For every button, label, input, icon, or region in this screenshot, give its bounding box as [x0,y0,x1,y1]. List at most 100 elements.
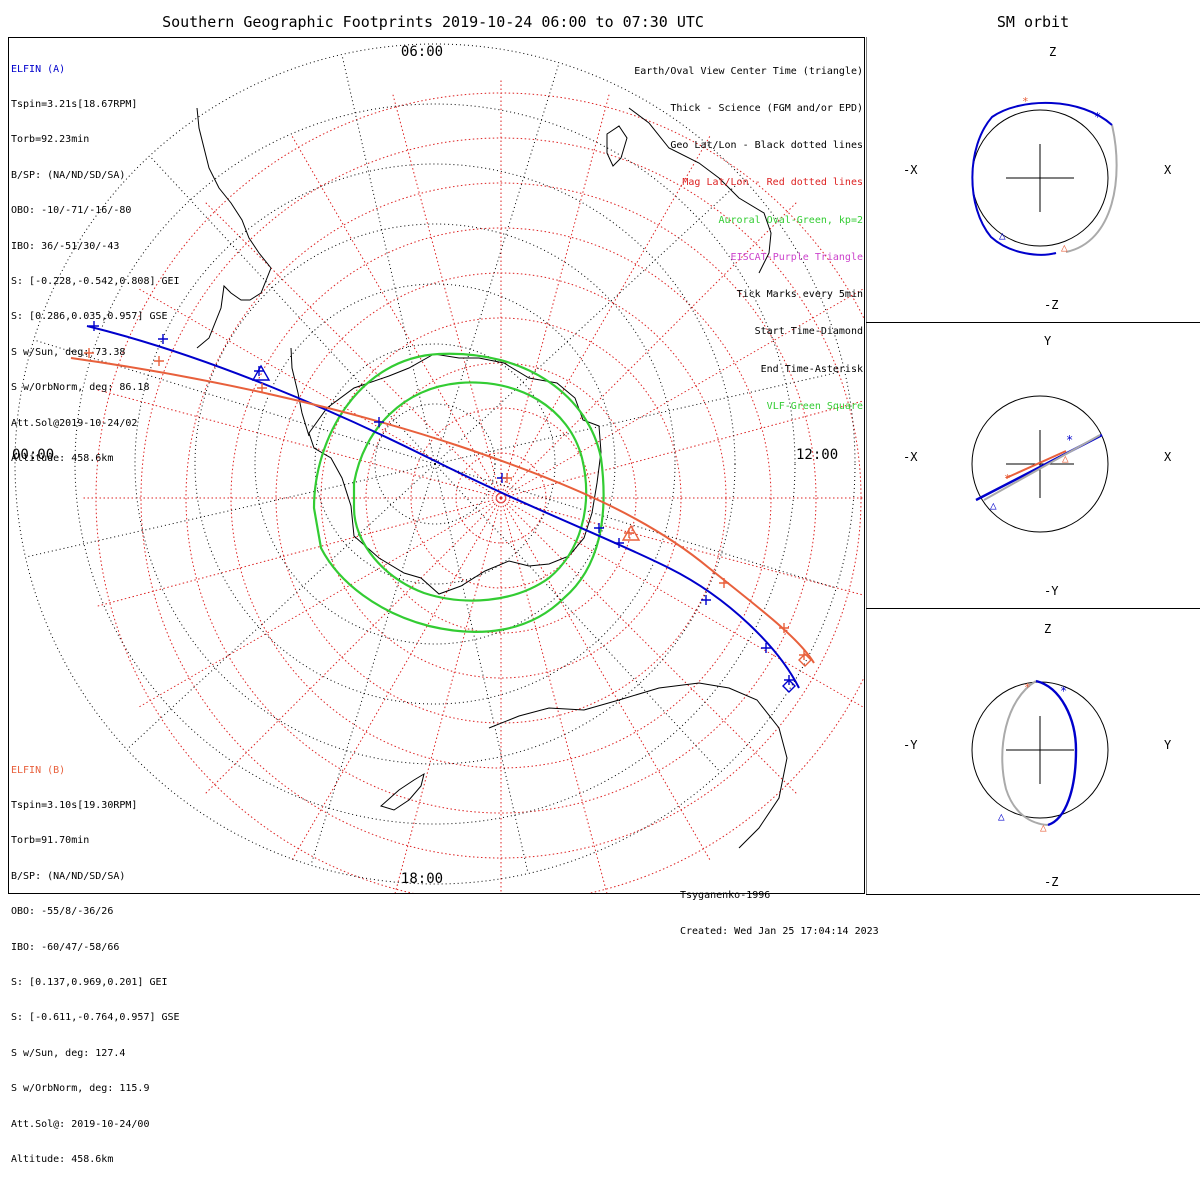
mag-lon-line [500,92,611,499]
elfin-b-tick [719,578,729,588]
geo-lon-line [126,463,436,750]
mag-lon-line [203,200,502,499]
geographic-grid [14,43,856,885]
sm-orbit-title: SM orbit [996,13,1070,31]
elfin-b-view-triangle [621,524,641,541]
orbit-b-track [1001,680,1049,826]
geo-lon-line [434,463,721,773]
orbit-b-segment [1005,450,1067,479]
coastlines [196,107,788,849]
hour-label-top: 06:00 [401,44,443,60]
orbit-a-triangle-marker: △ [990,499,997,512]
mag-lat-circle [365,362,637,634]
elfin-b-line: B/SP: (NA/ND/SD/SA) [11,870,126,882]
mag-lon-line [137,497,502,709]
hour-label-right: 12:00 [796,447,838,463]
elfin-b-line: Tspin=3.10s[19.30RPM] [11,799,138,811]
elfin-b-line: IBO: -60/47/-58/66 [11,941,120,953]
plot-title: Southern Geographic Footprints 2019-10-2… [162,13,704,31]
elfin-b-line: S w/OrbNorm, deg: 115.9 [11,1083,150,1095]
orbit-a-end-marker: * [1066,433,1073,447]
panel-right-label: Y [1164,738,1172,752]
sm-orbit-panel-yz: * * △ △ Z -Z -Y Y [866,609,1200,895]
legend-entry: Auroral Oval-Green, kp=2 [718,214,864,226]
orbit-b-start-marker: * [1022,95,1029,108]
madagascar-coastline [606,125,628,167]
orbit-a-end-marker: * [1094,110,1101,124]
south-america-coastline [196,107,272,269]
panel-bottom-label: -Z [1044,298,1058,312]
mag-lon-line [394,497,502,893]
sm-orbit-panel-xy: * * △ △ Y -Y -X X [866,323,1200,609]
mag-lat-circle [230,227,772,769]
auroral-ovals [312,352,605,633]
australia-coastline [488,682,788,849]
footprint-map: 06:00 00:00 12:00 18:00 [12,43,864,893]
south-america-tip-coastline [196,267,272,349]
orbit-a-end-marker: * [1060,684,1067,698]
auroral-oval-inner [352,381,588,602]
geo-lon-line [434,463,529,874]
antarctic-peninsula-coastline [290,347,310,437]
orbit-b-start-marker: * [1004,472,1011,485]
legend-entry: Earth/Oval View Center Time (triangle) [634,65,863,77]
elfin-a-line: S: [0.286,0.035,0.957] GSE [11,311,168,323]
orbit-b-start-marker: * [1024,681,1031,694]
orbit-b-triangle-marker: △ [1040,821,1047,834]
legend-entry: Tick Marks every 5min [736,289,863,301]
panel-right-label: X [1164,450,1172,464]
panel-left-label: -X [903,450,918,464]
elfin-a-line: Tspin=3.21s[18.67RPM] [11,98,138,110]
elfin-b-tick [502,473,512,483]
geo-lon-line [341,54,436,465]
mag-lon-line [500,497,712,862]
elfin-b-tick [779,623,789,633]
elfin-a-line: Torb=92.23min [11,134,90,146]
geo-lat-circle [254,283,616,645]
legend-entry: Start Time-Diamond [754,326,863,338]
elfin-b-track [70,357,815,664]
mag-lon-line [95,497,502,608]
hour-label-bottom: 18:00 [401,871,443,887]
geo-lat-circle [74,103,796,825]
orbit-a-track [971,101,1113,256]
geo-lat-circle [314,343,556,585]
orbit-b-triangle-marker: △ [1061,241,1068,254]
elfin-b-line: S: [-0.611,-0.764,0.957] GSE [11,1012,180,1024]
orbit-b-track [983,434,1101,501]
panel-left-label: -Y [903,738,918,752]
elfin-b-start-diamond [798,653,812,667]
elfin-b-info: ELFIN (B) Tspin=3.10s[19.30RPM] Torb=91.… [11,741,180,1177]
geo-lat-circle [194,223,676,705]
elfin-a-line: S w/OrbNorm, deg: 86.18 [11,382,150,394]
elfin-a-start-diamond [782,679,796,693]
mag-lon-line [290,134,502,499]
elfin-a-line: Altitude: 458.6km [11,452,114,464]
auroral-oval-outer [312,352,605,633]
legend-entry: Thick - Science (FGM and/or EPD) [670,103,863,115]
elfin-b-line: Att.Sol@: 2019-10-24/00 [11,1118,150,1130]
mag-lon-line [203,497,502,796]
geo-lat-circle [14,43,856,885]
new-zealand-coastline [380,772,425,811]
panel-top-label: Z [1044,622,1051,636]
elfin-a-name: ELFIN (A) [11,63,66,75]
elfin-a-view-triangle [251,364,271,381]
created-credit: Created: Wed Jan 25 17:04:14 2023 [680,926,879,937]
elfin-b-line: S: [0.137,0.969,0.201] GEI [11,976,168,988]
elfin-b-name: ELFIN (B) [11,764,66,776]
antarctica-coastline [308,353,602,595]
elfin-a-tick [761,643,771,653]
elfin-a-line: S: [-0.228,-0.542,0.808] GEI [11,275,180,287]
mag-lat-circle [185,182,817,814]
elfin-b-line: Torb=91.70min [11,835,90,847]
panel-left-label: -X [903,163,918,177]
credits: Tsyganenko-1996 Created: Wed Jan 25 17:0… [680,866,879,950]
mag-lon-line [391,92,502,499]
panel-bottom-label: -Y [1044,584,1059,598]
orbit-a-triangle-marker: △ [999,229,1006,242]
africa-coastline [628,107,772,274]
legend-entry: EISCAT-Purple Triangle [730,251,863,263]
elfin-a-tick [614,538,624,548]
geo-lat-circle [134,163,736,765]
